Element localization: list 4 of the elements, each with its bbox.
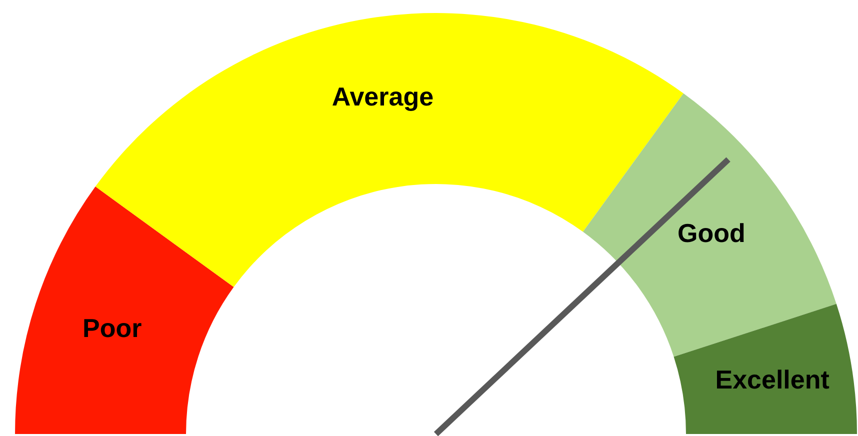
slice-label: Poor bbox=[82, 312, 142, 343]
slice-label: Excellent bbox=[715, 364, 830, 395]
slice-label: Average bbox=[332, 82, 434, 112]
slice-label: Good bbox=[678, 218, 746, 248]
